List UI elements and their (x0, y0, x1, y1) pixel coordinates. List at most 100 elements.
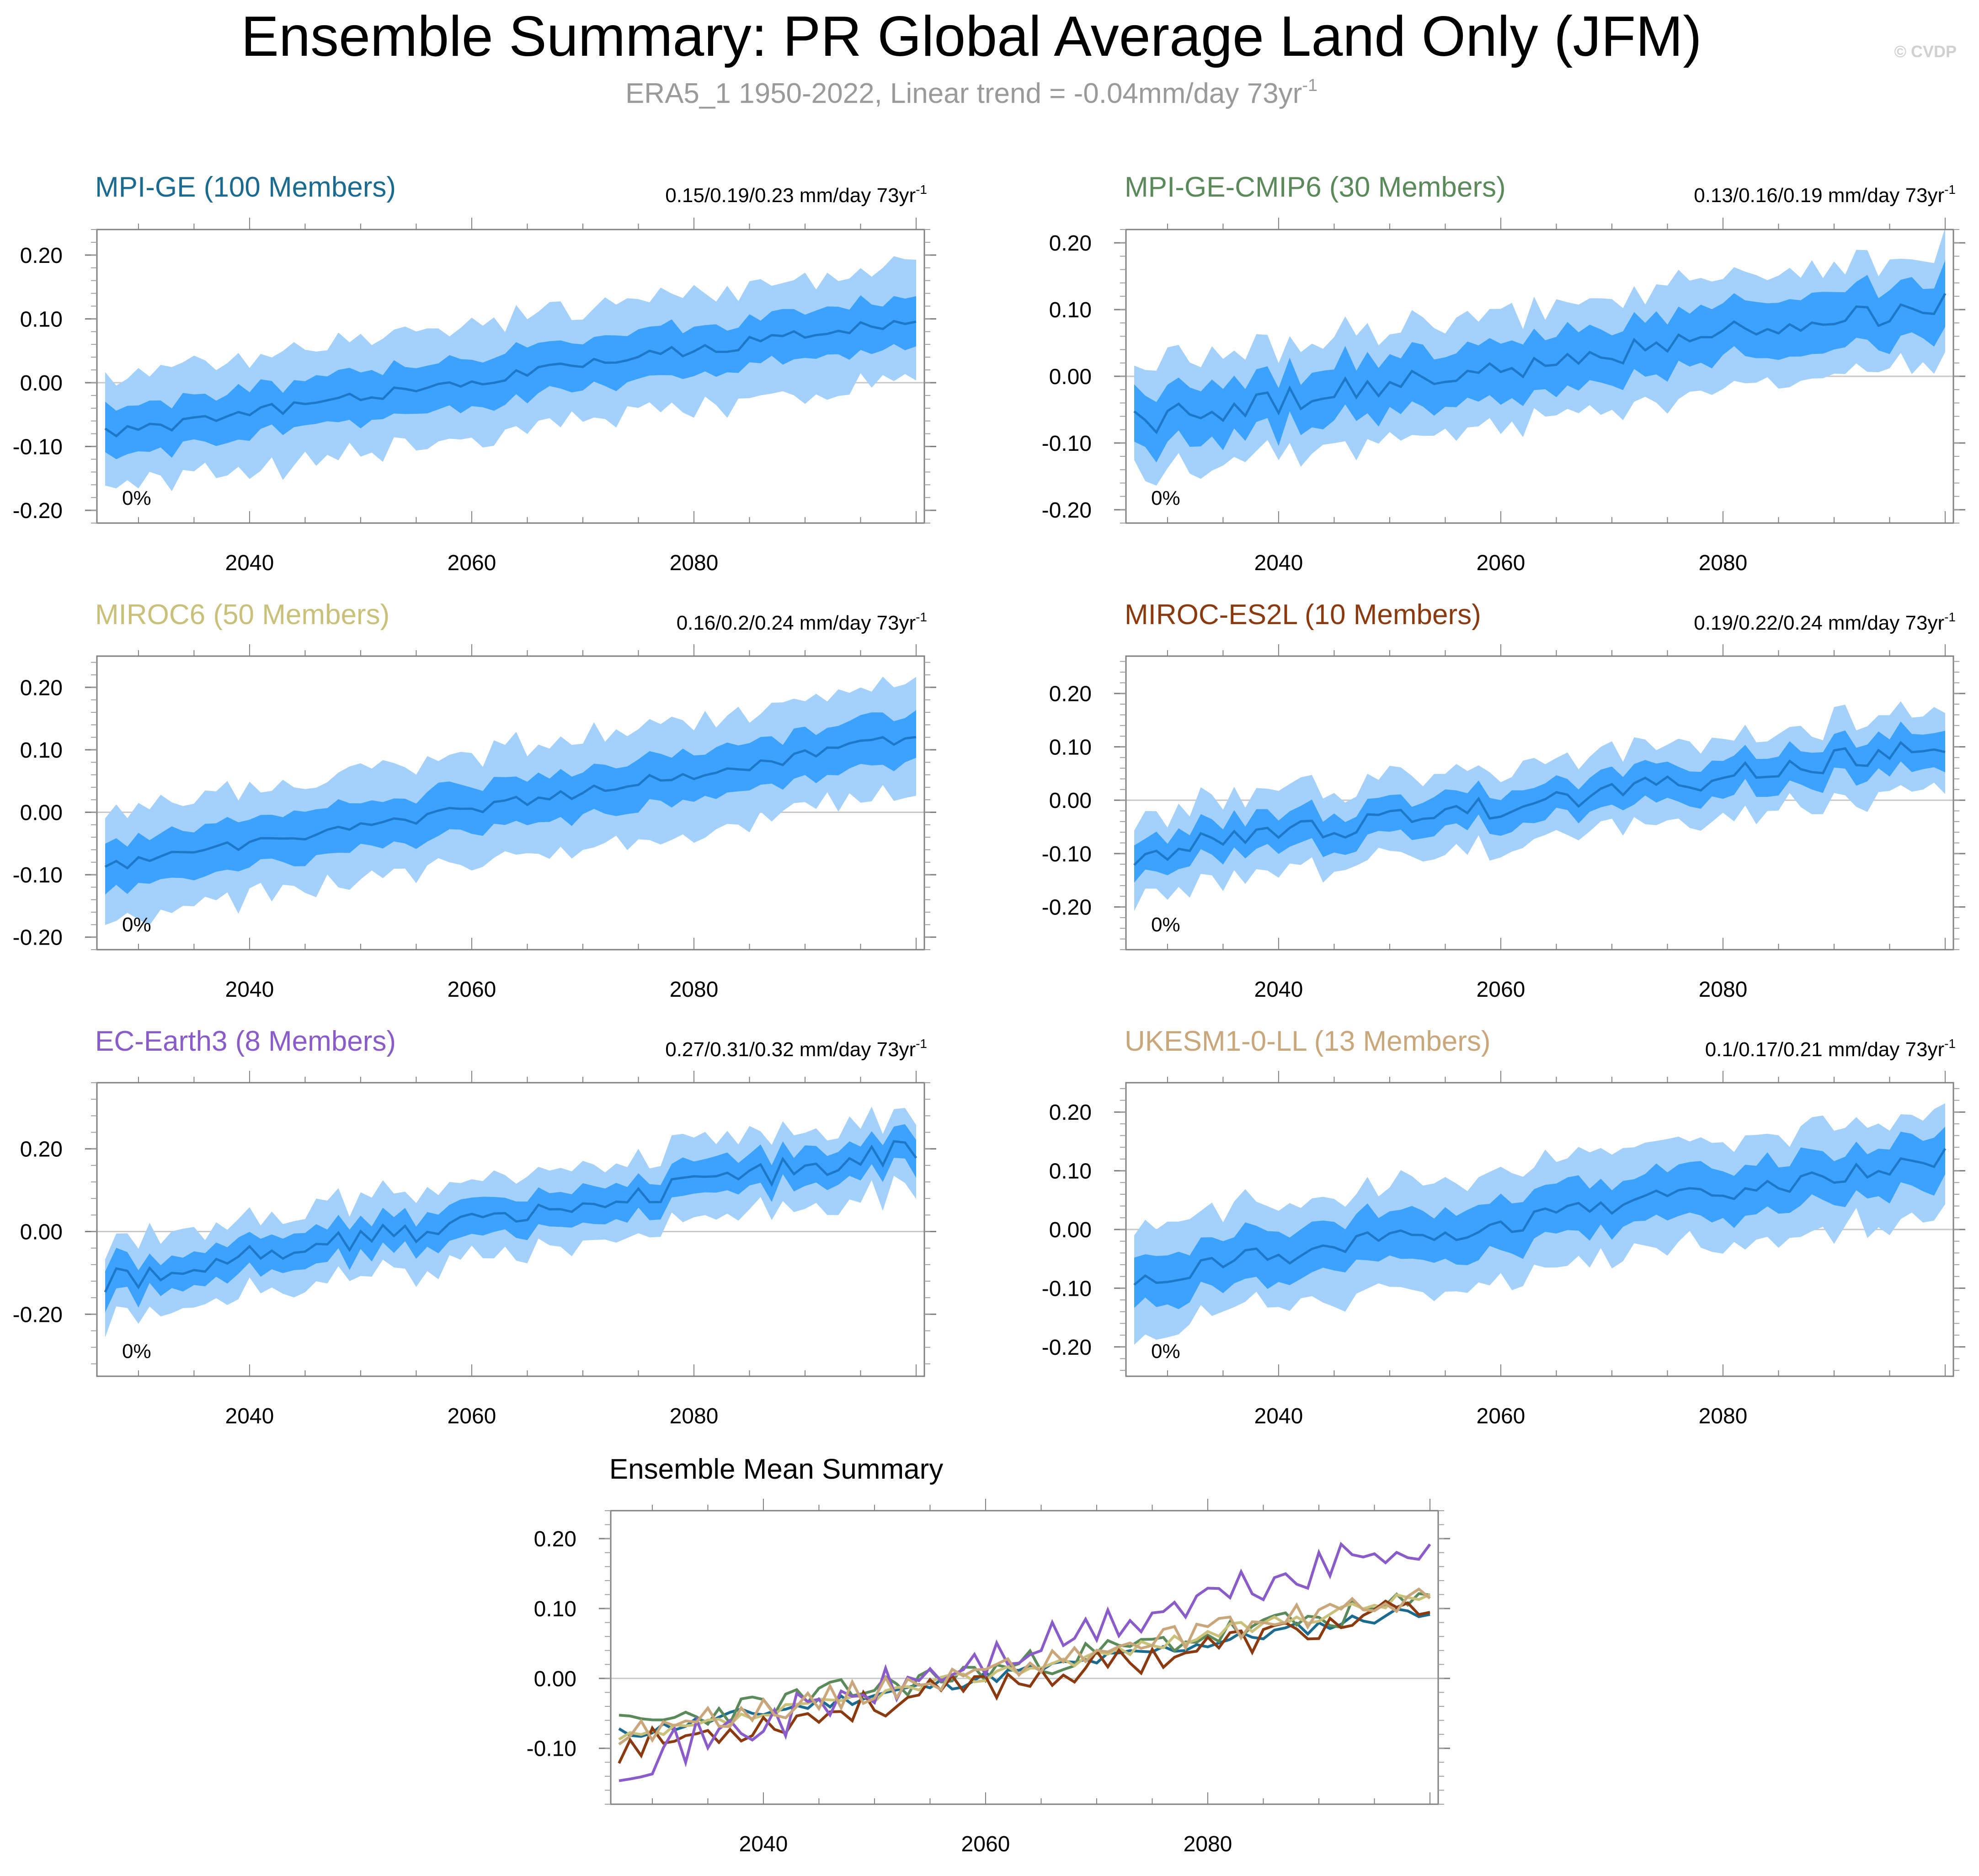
trend-label: 0.15/0.19/0.23 mm/day 73yr-1 (665, 182, 927, 207)
x-tick-label: 2080 (670, 978, 719, 1002)
x-tick-label: 2080 (670, 1404, 719, 1428)
y-tick-label: 0.10 (20, 307, 63, 331)
chart-panel-7: Ensemble Mean Summary 0.20 0.10 0.00 -0.10 20… (527, 1454, 1450, 1856)
series-line-ec-earth3 (619, 1541, 1431, 1782)
y-tick-label: 0.00 (20, 371, 63, 396)
plot-border (1125, 655, 1954, 951)
x-tick-label: 2060 (1477, 978, 1526, 1002)
x-tick-label: 2040 (225, 551, 274, 575)
y-tick-label: 0.00 (20, 801, 63, 825)
y-tick-label: -0.20 (1042, 1336, 1092, 1360)
trend-text: 0.19/0.22/0.24 mm/day 73yr (1694, 612, 1944, 634)
trend-text: 0.16/0.2/0.24 mm/day 73yr (677, 612, 916, 634)
figure-subtitle-sup: -1 (1302, 76, 1318, 95)
y-tick-label: -0.20 (1042, 896, 1092, 920)
trend-label: 0.19/0.22/0.24 mm/day 73yr-1 (1694, 610, 1956, 634)
x-tick-label: 2060 (448, 551, 496, 575)
y-tick-label: -0.10 (13, 435, 63, 460)
panel-title: MIROC6 (50 Members) (95, 599, 389, 631)
figure-subtitle-text: ERA5_1 1950-2022, Linear trend = -0.04mm… (625, 78, 1302, 109)
inner-spread-band (105, 710, 916, 895)
y-tick-label: 0.10 (1049, 735, 1092, 759)
plot-border (96, 1082, 925, 1377)
panel-title: MPI-GE-CMIP6 (30 Members) (1125, 171, 1506, 203)
trend-text: 0.27/0.31/0.32 mm/day 73yr (665, 1038, 916, 1061)
percent-label: 0% (122, 914, 151, 936)
y-tick-label: -0.10 (13, 863, 63, 887)
y-tick-label: -0.10 (527, 1737, 576, 1761)
trend-label: 0.13/0.16/0.19 mm/day 73yr-1 (1694, 182, 1956, 207)
plot-border (96, 229, 925, 524)
x-tick-label: 2080 (1699, 551, 1748, 575)
y-tick-label: 0.20 (534, 1527, 576, 1551)
x-tick-label: 2060 (1477, 1404, 1526, 1428)
x-tick-label: 2060 (448, 1404, 496, 1428)
chart-panel-5: EC-Earth3 (8 Members) 0.27/0.31/0.32 mm/d… (13, 1026, 936, 1428)
ensemble-mean-line (104, 1140, 917, 1293)
y-tick-label: 0.00 (534, 1667, 576, 1691)
panel-title: EC-Earth3 (8 Members) (95, 1026, 396, 1057)
y-tick-label: -0.20 (13, 1303, 63, 1327)
y-tick-label: 0.20 (20, 1138, 63, 1162)
ensemble-mean-line (1133, 1148, 1947, 1286)
inner-spread-band (1134, 1127, 1945, 1309)
y-tick-label: -0.10 (1042, 1277, 1092, 1301)
figure-title: Ensemble Summary: PR Global Average Land… (241, 5, 1702, 68)
trend-sup: -1 (1944, 1037, 1956, 1051)
chart-panel-6: UKESM1-0-LL (13 Members) 0.1/0.17/0.21 mm… (1042, 1026, 1965, 1428)
percent-label: 0% (1151, 914, 1180, 936)
y-tick-label: -0.10 (1042, 842, 1092, 866)
x-tick-label: 2080 (670, 551, 719, 575)
chart-panel-4: MIROC-ES2L (10 Members) 0.19/0.22/0.24 mm… (1042, 599, 1965, 1002)
y-tick-label: 0.00 (20, 1220, 63, 1245)
percent-label: 0% (122, 1340, 151, 1363)
y-tick-label: 0.20 (20, 244, 63, 268)
chart-panel-3: MIROC6 (50 Members) 0.16/0.2/0.24 mm/day … (13, 599, 936, 1002)
ensemble-mean-line (104, 320, 917, 438)
y-tick-label: -0.20 (13, 926, 63, 950)
panel-title: UKESM1-0-LL (13 Members) (1125, 1026, 1491, 1057)
x-tick-label: 2040 (1254, 1404, 1303, 1428)
ensemble-mean-line (1133, 293, 1947, 434)
trend-sup: -1 (916, 610, 927, 624)
mean-summary-title: Ensemble Mean Summary (609, 1454, 944, 1485)
x-tick-label: 2060 (1477, 551, 1526, 575)
y-tick-label: 0.00 (1049, 789, 1092, 813)
y-tick-label: 0.10 (1049, 1160, 1092, 1184)
panels: MPI-GE (100 Members) 0.15/0.19/0.23 mm/da… (13, 171, 1965, 1856)
trend-label: 0.27/0.31/0.32 mm/day 73yr-1 (665, 1037, 927, 1061)
y-tick-label: 0.20 (20, 676, 63, 700)
y-tick-label: 0.10 (20, 738, 63, 763)
series-line-ukesm1-0-ll (618, 1587, 1431, 1746)
credit-label: © CVDP (1894, 42, 1957, 61)
x-tick-label: 2040 (739, 1832, 788, 1856)
x-tick-label: 2080 (1699, 978, 1748, 1002)
y-tick-label: 0.00 (1049, 1218, 1092, 1242)
panel-title: MIROC-ES2L (10 Members) (1125, 599, 1481, 631)
figure-subtitle: ERA5_1 1950-2022, Linear trend = -0.04mm… (625, 76, 1318, 109)
ensemble-mean-line (1133, 741, 1946, 866)
trend-text: 0.1/0.17/0.21 mm/day 73yr (1705, 1038, 1944, 1061)
trend-text: 0.15/0.19/0.23 mm/day 73yr (665, 184, 916, 207)
percent-label: 0% (1151, 1340, 1180, 1363)
y-tick-label: 0.10 (534, 1597, 576, 1621)
x-tick-label: 2060 (448, 978, 496, 1002)
inner-spread-band (105, 295, 916, 460)
y-tick-label: -0.20 (1042, 498, 1092, 523)
plot-border (610, 1510, 1439, 1805)
y-tick-label: 0.10 (1049, 298, 1092, 322)
ensemble-mean-line (104, 736, 917, 870)
y-tick-label: -0.10 (1042, 432, 1092, 456)
trend-text: 0.13/0.16/0.19 mm/day 73yr (1694, 184, 1944, 207)
y-tick-label: 0.20 (1049, 682, 1092, 706)
trend-sup: -1 (916, 1037, 927, 1051)
trend-sup: -1 (916, 182, 927, 197)
chart-panel-2: MPI-GE-CMIP6 (30 Members) 0.13/0.16/0.19 … (1042, 171, 1965, 575)
y-tick-label: 0.20 (1049, 1101, 1092, 1125)
y-tick-label: -0.20 (13, 499, 63, 523)
x-tick-label: 2040 (1254, 978, 1303, 1002)
trend-label: 0.16/0.2/0.24 mm/day 73yr-1 (677, 610, 927, 634)
plot-border (96, 655, 925, 951)
x-tick-label: 2080 (1699, 1404, 1748, 1428)
